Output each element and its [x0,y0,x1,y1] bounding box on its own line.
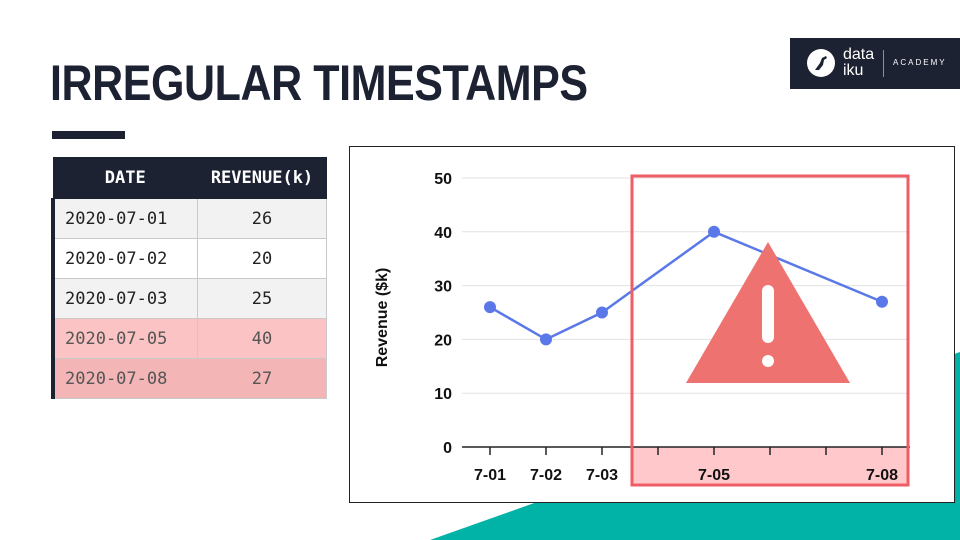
revenue-line-chart: 0 10 20 30 40 50 7-01 7-02 7-03 7-05 7-08 Revenue (… [349,146,955,503]
data-point [876,295,888,308]
table-row-highlighted: 2020-07-05 40 [51,318,327,359]
table-header-row: DATE REVENUE(k) [52,157,327,199]
slide-title: IRREGULAR TIMESTAMPS [50,55,588,111]
y-axis-label: Revenue ($k) [374,268,391,368]
x-tick-label: 7-05 [698,467,730,484]
revenue-column-header: REVENUE(k) [197,157,327,199]
date-cell: 2020-07-02 [51,238,198,279]
date-cell: 2020-07-01 [51,198,198,239]
revenue-cell: 26 [197,198,327,239]
title-underline [52,131,125,139]
x-tick-label: 7-08 [866,467,898,484]
table-row: 2020-07-01 26 [51,198,327,239]
revenue-cell: 27 [197,358,327,399]
y-tick-label: 50 [434,171,452,188]
logo-word-iku: iku [843,62,864,79]
y-tick-label: 20 [434,332,452,349]
logo-divider [883,50,884,77]
table-row: 2020-07-03 25 [51,278,327,319]
x-tick-label: 7-01 [474,467,506,484]
logo-word-data: data [843,46,875,63]
bird-icon [807,49,835,77]
y-tick-label: 0 [443,440,452,457]
y-tick-label: 10 [434,386,452,403]
dataiku-academy-logo: data iku ACADEMY [790,38,960,89]
y-tick-label: 40 [434,225,452,242]
logo-tagline: ACADEMY [893,58,947,67]
revenue-cell: 40 [197,318,327,359]
x-tick-label: 7-03 [586,467,618,484]
revenue-cell: 25 [197,278,327,319]
warning-exclamation-bar [762,285,774,343]
table-row-highlighted: 2020-07-08 27 [51,358,327,399]
revenue-table: DATE REVENUE(k) 2020-07-01 26 2020-07-02… [51,157,327,399]
data-point [540,333,552,346]
x-tick-label: 7-02 [530,467,562,484]
chart-canvas: 0 10 20 30 40 50 7-01 7-02 7-03 7-05 7-08 Revenue (… [374,171,910,487]
date-cell: 2020-07-05 [51,318,198,359]
y-tick-label: 30 [434,279,452,296]
logo-wordmark: data iku [843,47,874,79]
revenue-cell: 20 [197,238,327,279]
date-column-header: DATE [52,157,198,199]
date-cell: 2020-07-08 [51,358,198,399]
table-row: 2020-07-02 20 [51,238,327,279]
warning-exclamation-dot [762,355,774,367]
data-point [596,306,608,319]
data-point [484,301,496,314]
data-point [708,225,720,238]
date-cell: 2020-07-03 [51,278,198,319]
highlight-outline [630,174,910,487]
